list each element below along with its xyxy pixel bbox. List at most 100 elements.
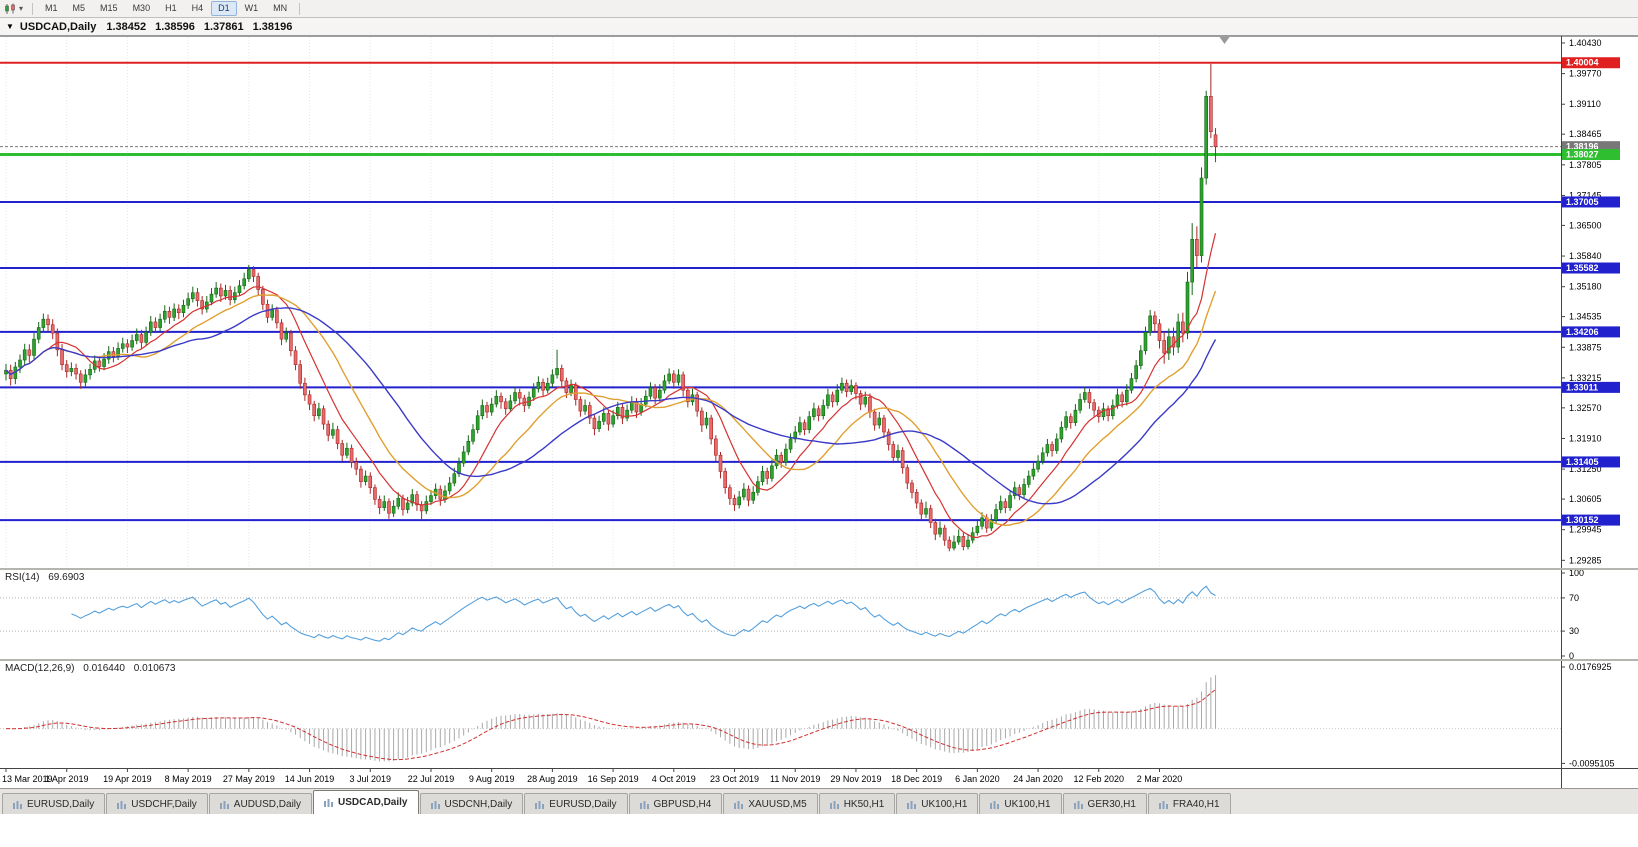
price-tick-label: 1.38465 [1569, 129, 1602, 139]
rsi-scale-label: 100 [1569, 568, 1584, 578]
tab-label: GBPUSD,H4 [653, 798, 712, 810]
price-scale[interactable] [1562, 36, 1638, 788]
date-tick-label: 11 Nov 2019 [770, 774, 820, 784]
price-tick-label: 1.29945 [1569, 525, 1602, 535]
chart-tab-4-usdcnh-daily[interactable]: USDCNH,Daily [419, 793, 524, 814]
date-tick-label: 28 Aug 2019 [527, 774, 578, 784]
chart-symbol-label: USDCAD,Daily [19, 20, 97, 33]
timeframe-button-h1[interactable]: H1 [165, 3, 177, 13]
timeframe-button-mn[interactable]: MN [273, 3, 288, 13]
chart-tab-1-usdchf-daily[interactable]: USDCHF,Daily [106, 793, 208, 814]
price-tick-label: 1.33875 [1569, 342, 1602, 352]
date-tick-label: 19 Apr 2019 [103, 774, 152, 784]
price-tag-label: 1.35582 [1566, 263, 1599, 273]
ohlc-low: 1.37861 [203, 20, 244, 33]
price-tick-label: 1.32570 [1569, 403, 1602, 413]
tab-chart-icon [535, 800, 545, 809]
tab-chart-icon [990, 800, 1000, 809]
timeframe-button-m1[interactable]: M1 [45, 3, 58, 13]
panel-splitter[interactable] [0, 568, 1638, 570]
macd-pane[interactable] [0, 661, 1561, 767]
moving-averages-layer [5, 233, 1217, 539]
chart-plot-area[interactable] [0, 36, 1561, 568]
price-tag-label: 1.38196 [1566, 142, 1599, 152]
timeframe-button-w1[interactable]: W1 [244, 3, 259, 13]
time-scale[interactable] [0, 768, 1561, 788]
tab-label: USDCHF,Daily [131, 798, 197, 810]
price-tick-label: 1.33215 [1569, 373, 1602, 383]
price-tick-label: 1.39110 [1569, 99, 1601, 109]
rsi-pane[interactable] [0, 570, 1561, 659]
ohlc-close: 1.38196 [252, 20, 293, 33]
tab-label: HK50,H1 [843, 798, 885, 810]
chart-type-icon[interactable] [4, 3, 18, 15]
rsi-layer: 100 70 30 0 [0, 568, 1584, 661]
tab-chart-icon [324, 798, 334, 807]
panel-splitter[interactable] [0, 659, 1638, 661]
price-tick-label: 1.29285 [1569, 555, 1602, 565]
chart-tab-0-eurusd-daily[interactable]: EURUSD,Daily [2, 793, 106, 814]
tab-chart-icon [1073, 800, 1083, 809]
price-tag-label: 1.33011 [1566, 382, 1598, 392]
price-tick-label: 1.34535 [1569, 312, 1602, 322]
chart-tab-5-eurusd-daily[interactable]: EURUSD,Daily [524, 793, 628, 814]
macd-value: 0.016440 [83, 663, 125, 674]
tab-chart-icon [430, 800, 440, 809]
chart-tab-2-audusd-daily[interactable]: AUDUSD,Daily [208, 793, 313, 814]
tab-chart-icon [117, 800, 127, 809]
chart-tab-9-uk100-h1[interactable]: UK100,H1 [896, 793, 979, 814]
price-tags-layer: 1.38196 1.40004 1.38027 1.37005 1.35582 1.342… [1562, 57, 1620, 526]
date-tick-label: 18 Dec 2019 [891, 774, 942, 784]
timeframe-button-m15[interactable]: M15 [100, 3, 118, 13]
tab-label: USDCAD,Daily [338, 797, 408, 808]
tab-label: GER30,H1 [1087, 798, 1136, 810]
macd-scale-label: 0.0176925 [1569, 662, 1612, 672]
rsi-scale-label: 70 [1569, 593, 1579, 603]
chart-tabs-bar: EURUSD,Daily USDCHF,Daily AUDUSD,Daily USDC… [0, 788, 1638, 814]
date-tick-label: 6 Jan 2020 [955, 774, 1000, 784]
date-tick-label: 12 Feb 2020 [1074, 774, 1125, 784]
tab-label: UK100,H1 [1004, 798, 1051, 810]
toolbar-separator [299, 2, 301, 15]
timeframe-button-m5[interactable]: M5 [72, 3, 86, 13]
timeframe-buttons-group: M1 M5 M15 M30 H1 H4 D1 W1 MN [38, 1, 294, 16]
tab-label: USDCNH,Daily [444, 798, 513, 810]
tab-label: UK100,H1 [921, 798, 968, 810]
price-axis-labels: 1.40430 1.39770 1.39110 1.38465 1.37805 1.371… [1561, 38, 1602, 565]
dropdown-caret-icon[interactable]: ▾ [19, 4, 24, 13]
toolbar-separator [32, 2, 34, 15]
date-tick-label: 4 Oct 2019 [652, 774, 696, 784]
tab-label: EURUSD,Daily [27, 798, 95, 810]
ohlc-open: 1.38452 [106, 20, 147, 33]
timeframe-button-m30[interactable]: M30 [132, 3, 151, 13]
date-tick-label: 1 Apr 2019 [45, 774, 89, 784]
timeframe-button-h4[interactable]: H4 [191, 3, 204, 13]
chart-shift-marker[interactable] [1219, 37, 1230, 44]
price-tag-label: 1.34206 [1566, 327, 1599, 337]
chart-tab-11-ger30-h1[interactable]: GER30,H1 [1062, 793, 1147, 814]
chart-tab-12-fra40-h1[interactable]: FRA40,H1 [1147, 793, 1231, 814]
tab-label: EURUSD,Daily [549, 798, 617, 810]
chart-tab-3-usdcad-daily[interactable]: USDCAD,Daily [313, 790, 419, 814]
chart-tab-8-hk50-h1[interactable]: HK50,H1 [818, 793, 896, 814]
date-tick-label: 14 Jun 2019 [285, 774, 335, 784]
chart-collapse-arrow-icon[interactable]: ▼ [6, 22, 14, 31]
price-tick-label: 1.37145 [1569, 190, 1602, 200]
tab-chart-icon [829, 800, 839, 809]
date-tick-label: 24 Jan 2020 [1013, 774, 1063, 784]
chart-tab-6-gbpusd-h4[interactable]: GBPUSD,H4 [628, 793, 723, 814]
date-tick-label: 27 May 2019 [223, 774, 275, 784]
chart-tab-7-xauusd-m5[interactable]: XAUUSD,M5 [723, 793, 818, 814]
timeframe-button-d1[interactable]: D1 [211, 1, 237, 16]
rsi-label: RSI(14) [5, 572, 40, 583]
ma-34-line [5, 307, 1217, 505]
tab-chart-icon [219, 800, 229, 809]
date-tick-label: 22 Jul 2019 [408, 774, 455, 784]
chart-tab-10-uk100-h1[interactable]: UK100,H1 [979, 793, 1062, 814]
macd-signal-line [5, 689, 1216, 761]
rsi-header: RSI(14) 69.6903 [5, 572, 84, 583]
price-tick-label: 1.31910 [1569, 433, 1602, 443]
price-tick-label: 1.35180 [1569, 282, 1602, 292]
